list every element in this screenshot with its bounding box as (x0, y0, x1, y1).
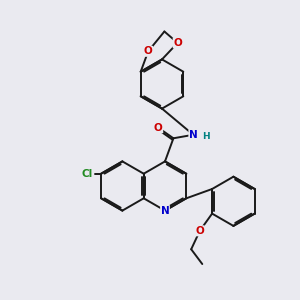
Text: O: O (154, 123, 163, 133)
Text: O: O (195, 226, 204, 236)
Text: H: H (202, 132, 210, 141)
Text: N: N (160, 206, 169, 216)
Text: O: O (144, 46, 153, 56)
Text: O: O (173, 38, 182, 48)
Text: N: N (189, 130, 198, 140)
Text: Cl: Cl (82, 169, 93, 179)
